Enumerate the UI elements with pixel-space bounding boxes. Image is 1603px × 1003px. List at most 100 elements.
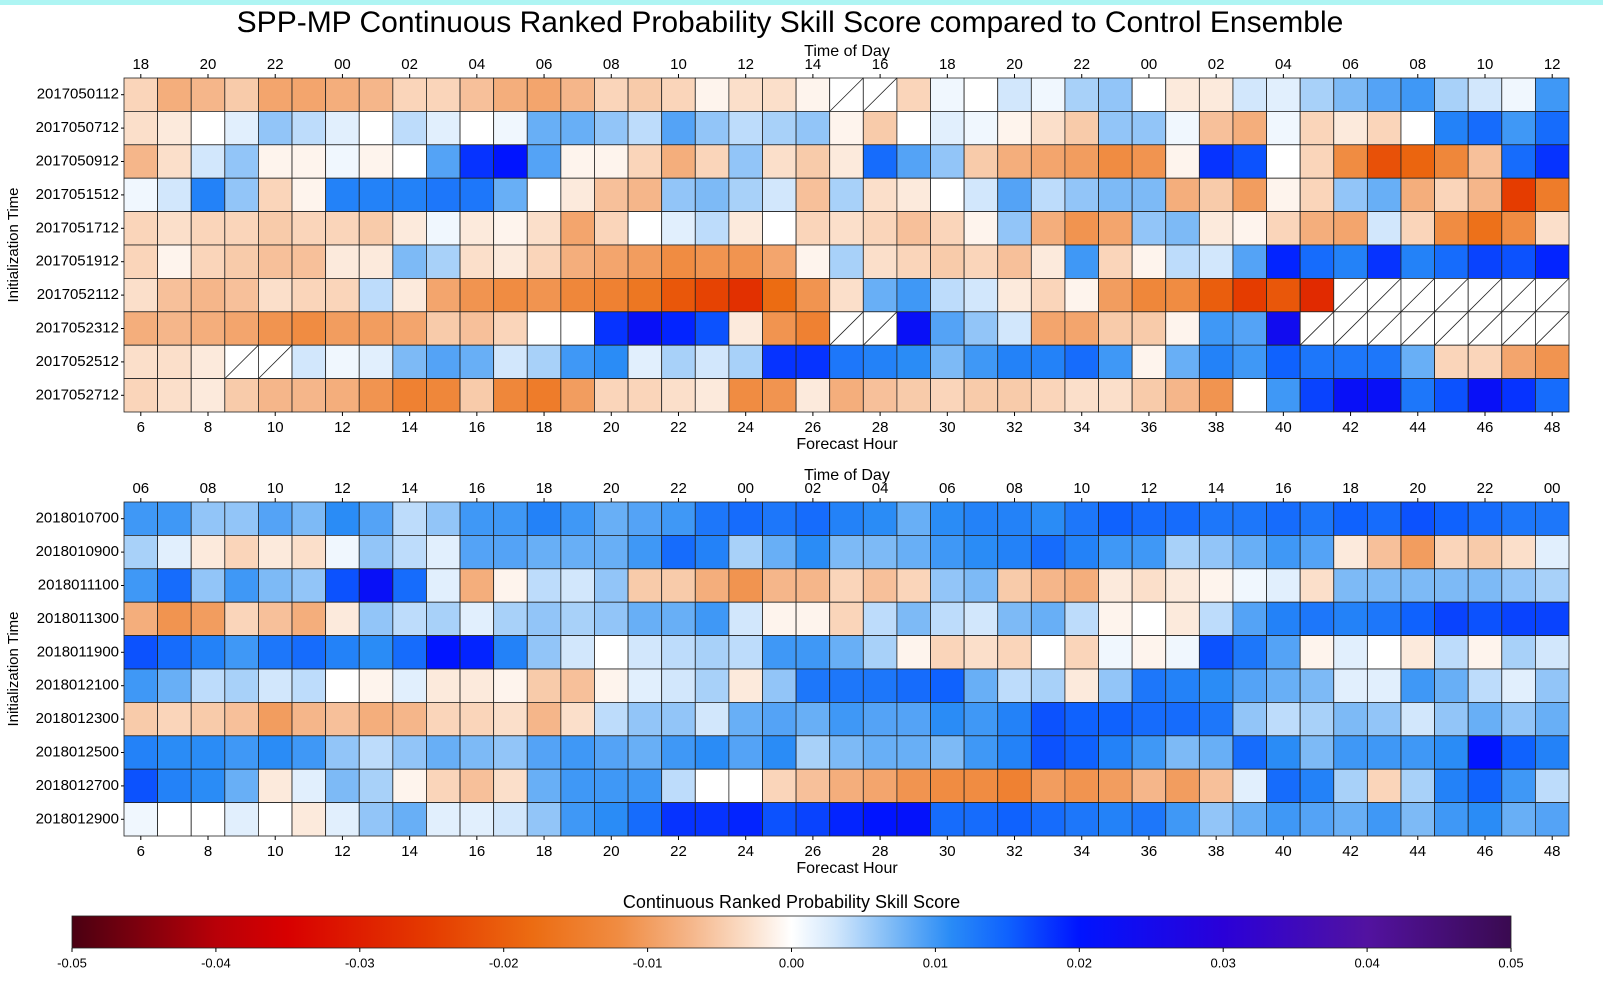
cell	[157, 344, 192, 380]
cell	[1064, 177, 1099, 212]
cell	[1232, 535, 1267, 570]
cell	[1165, 768, 1200, 804]
cell	[358, 77, 394, 112]
x-tick-label: 36	[1141, 843, 1158, 860]
x-tick-label: 28	[872, 419, 889, 436]
cell	[1131, 177, 1167, 212]
cell	[258, 244, 293, 279]
cell	[258, 702, 293, 737]
cell	[627, 635, 663, 670]
cell	[1165, 668, 1200, 703]
cell	[627, 344, 663, 380]
cell	[459, 702, 495, 737]
cell	[426, 378, 461, 413]
cell	[963, 111, 999, 146]
colorbar-tick-label: 0.04	[1354, 955, 1379, 970]
cell	[493, 177, 528, 212]
cell	[1266, 277, 1301, 313]
cell	[1198, 211, 1234, 246]
cell	[1131, 635, 1167, 670]
cell	[829, 111, 864, 146]
cell	[1366, 735, 1402, 770]
cell	[392, 177, 427, 212]
cell	[1400, 802, 1435, 837]
cell	[896, 768, 931, 804]
cell	[795, 77, 831, 112]
cell	[291, 244, 327, 279]
cell	[862, 668, 898, 703]
cell	[728, 735, 763, 770]
cell	[1333, 77, 1368, 112]
cell	[157, 77, 192, 112]
cell	[762, 802, 797, 837]
cell	[1064, 768, 1099, 804]
cell	[627, 111, 663, 146]
cell	[1198, 111, 1234, 146]
cell	[459, 601, 495, 637]
cell	[1299, 702, 1335, 737]
cell	[157, 568, 192, 603]
cell	[1165, 244, 1200, 279]
cell	[493, 77, 528, 112]
cell	[426, 111, 461, 146]
cell	[1434, 601, 1469, 637]
cell	[123, 111, 159, 146]
cell	[795, 668, 831, 703]
cell	[1434, 144, 1469, 179]
cell	[526, 568, 562, 603]
cell	[594, 211, 629, 246]
cell	[997, 802, 1032, 837]
cell	[1198, 244, 1234, 279]
cell	[829, 601, 864, 637]
cell	[728, 802, 763, 837]
cell	[963, 77, 999, 112]
cell	[358, 344, 394, 380]
cell	[694, 802, 730, 837]
cell	[258, 635, 293, 670]
cell	[1299, 601, 1335, 637]
cell	[963, 668, 999, 703]
cell	[1198, 344, 1234, 380]
y-axis-title: Initialization Time	[5, 187, 22, 302]
x-tick-label: 44	[1409, 843, 1426, 860]
cell	[1534, 501, 1570, 536]
x-tick-label: 10	[267, 843, 284, 860]
cell	[190, 568, 226, 603]
cell	[560, 111, 595, 146]
cell	[224, 601, 259, 637]
cell	[997, 768, 1032, 804]
cell	[426, 277, 461, 313]
cell	[896, 668, 931, 703]
cell	[1400, 378, 1435, 413]
cell	[1030, 311, 1066, 346]
cell	[258, 535, 293, 570]
missing-hatch	[863, 77, 898, 112]
cell	[930, 768, 965, 804]
x-tick-label: 6	[137, 419, 145, 436]
cell	[896, 601, 931, 637]
cell	[1333, 378, 1368, 413]
x2-tick-label: 06	[939, 480, 956, 497]
cell	[1131, 501, 1167, 536]
cell	[930, 735, 965, 770]
x2-tick-label: 10	[670, 56, 687, 73]
cell	[291, 144, 327, 179]
missing-hatch	[1434, 311, 1469, 346]
cell	[392, 111, 427, 146]
cell	[325, 802, 360, 837]
cell	[1366, 668, 1402, 703]
y-tick-label: 2018012300	[36, 710, 119, 727]
y-tick-label: 2017051712	[36, 219, 119, 236]
cell	[1030, 177, 1066, 212]
cell	[1098, 768, 1133, 804]
cell	[1501, 768, 1536, 804]
cell	[1366, 601, 1402, 637]
cell	[459, 802, 495, 837]
cell	[762, 668, 797, 703]
cell	[963, 635, 999, 670]
cell	[829, 177, 864, 212]
cell	[795, 702, 831, 737]
cell	[1333, 244, 1368, 279]
cell	[627, 311, 663, 346]
missing-hatch	[1400, 311, 1435, 346]
